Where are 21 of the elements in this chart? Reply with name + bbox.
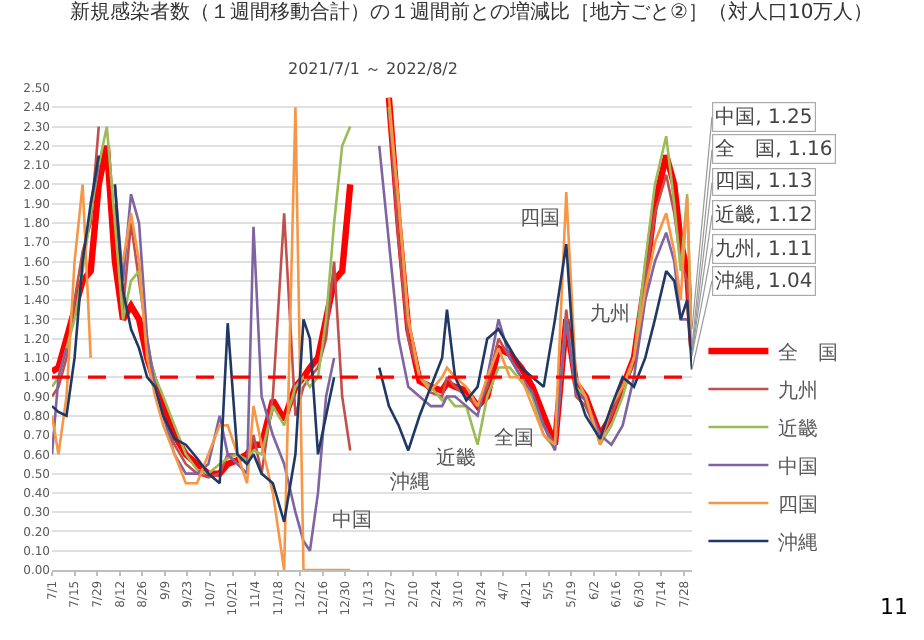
legend-label: 中国 bbox=[778, 454, 819, 479]
annotation: 九州, 1.11 bbox=[715, 237, 813, 262]
annotation: 沖縄 bbox=[390, 470, 430, 494]
annotation: 沖縄, 1.04 bbox=[715, 269, 813, 294]
chart-title: 新規感染者数（１週間移動合計）の１週間前との増減比［地方ごと②］（対人口10万人） bbox=[70, 0, 874, 24]
legend-label: 沖縄 bbox=[778, 530, 819, 555]
annotation: 四国, 1.13 bbox=[715, 171, 813, 194]
legend-label: 近畿 bbox=[778, 416, 819, 441]
annotation: 九州 bbox=[590, 302, 630, 326]
annotation: 近畿 bbox=[436, 446, 476, 470]
annotation: 全 国, 1.16 bbox=[715, 137, 833, 162]
legend-label: 四国 bbox=[778, 494, 819, 517]
annotation: 四国 bbox=[520, 208, 560, 230]
legend-label: 全 国 bbox=[778, 340, 839, 365]
annotation: 全国 bbox=[494, 426, 534, 450]
chart-subtitle: 2021/7/1 ～ 2022/8/2 bbox=[288, 60, 458, 78]
text: 11 bbox=[880, 594, 908, 620]
annotation: 中国 bbox=[332, 508, 372, 532]
annotation: 中国, 1.25 bbox=[715, 105, 813, 130]
legend-label: 九州 bbox=[778, 378, 819, 403]
annotation: 近畿, 1.12 bbox=[715, 203, 813, 228]
